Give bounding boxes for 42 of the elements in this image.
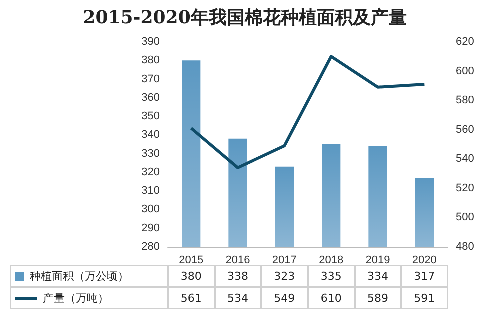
data-label: 591 xyxy=(401,287,448,309)
y-tick-label: 360 xyxy=(142,92,160,104)
x-tick-label: 2015 xyxy=(179,254,204,266)
y-tick-label: 300 xyxy=(142,204,160,216)
x-tick-label: 2016 xyxy=(226,254,250,266)
legend-label: 产量（万吨） xyxy=(43,290,109,306)
y-tick-label: 290 xyxy=(142,222,160,234)
x-tick-label: 2017 xyxy=(272,254,297,266)
legend-label: 种植面积（万公顷） xyxy=(30,268,129,284)
data-label: 338 xyxy=(214,265,262,287)
data-label: 589 xyxy=(354,287,402,309)
x-tick-label: 2018 xyxy=(319,254,344,266)
y-tick-label: 330 xyxy=(142,148,160,160)
data-label: 534 xyxy=(214,287,262,309)
data-label: 549 xyxy=(261,287,308,309)
data-label: 380 xyxy=(168,265,215,287)
y2-tick-label: 580 xyxy=(456,94,474,107)
y2-tick-label: 520 xyxy=(456,182,474,194)
y2-tick-label: 560 xyxy=(456,124,474,136)
y2-tick-label: 620 xyxy=(456,36,474,48)
y2-tick-label: 480 xyxy=(456,241,474,253)
line-series xyxy=(190,55,426,170)
y2-tick-label: 500 xyxy=(456,212,474,224)
x-tick-label: 2019 xyxy=(366,254,390,266)
y-tick-label: 380 xyxy=(142,54,160,67)
chart-title: 2015-2020年我国棉花种植面积及产量 xyxy=(83,8,407,28)
data-label: 561 xyxy=(168,287,215,309)
x-tick-label: 2020 xyxy=(412,254,437,266)
data-label: 334 xyxy=(354,265,402,287)
data-label: 610 xyxy=(308,287,355,309)
y-tick-label: 310 xyxy=(142,185,160,198)
y2-tick-label: 540 xyxy=(456,153,474,166)
y-tick-label: 370 xyxy=(142,73,160,86)
y-tick-label: 390 xyxy=(142,36,160,48)
data-label: 323 xyxy=(261,265,308,287)
y-tick-label: 350 xyxy=(142,110,160,123)
data-label: 317 xyxy=(401,265,448,287)
data-label: 335 xyxy=(308,265,355,287)
y-tick-label: 280 xyxy=(142,241,160,253)
y-tick-label: 320 xyxy=(142,166,160,178)
y2-tick-label: 600 xyxy=(456,65,474,78)
y-tick-label: 340 xyxy=(142,129,160,142)
